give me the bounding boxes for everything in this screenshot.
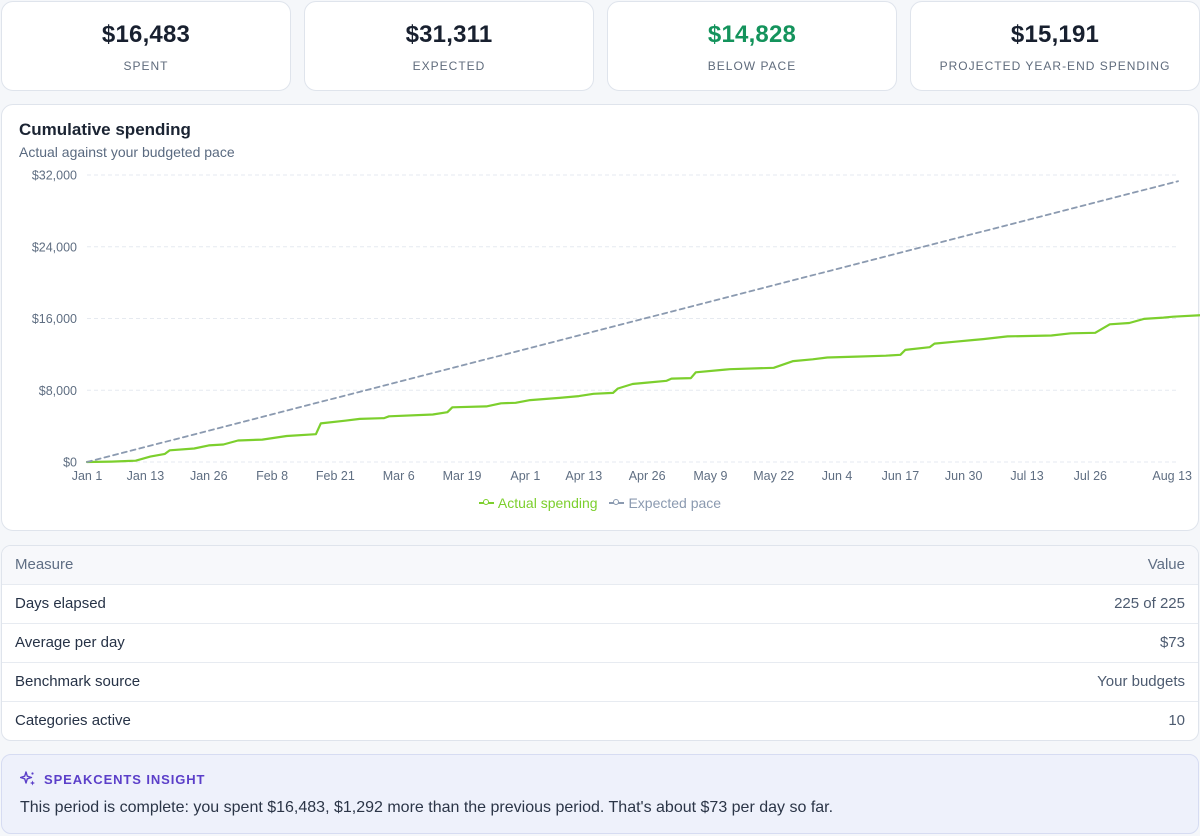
x-tick-label: Jul 26 [1074,469,1107,483]
x-tick-label: Apr 26 [629,469,666,483]
table-row: Categories active 10 [2,702,1198,740]
x-tick-label: Jun 17 [882,469,920,483]
legend-item-actual[interactable]: Actual spending [478,495,598,511]
y-tick-label: $0 [63,456,77,470]
legend-line-marker-icon [478,498,494,508]
x-tick-label: Jan 13 [127,469,165,483]
kpi-value: $15,191 [1010,21,1100,48]
kpi-card-projected: $15,191 Projected year-end spending [910,1,1200,91]
kpi-label: Spent [123,59,169,73]
x-tick-label: Feb 21 [316,469,355,483]
insight-heading: SpeakCents Insight [20,771,206,787]
insight-banner: SpeakCents Insight This period is comple… [1,754,1199,834]
measure-cell: Benchmark source [15,673,141,690]
value-cell: Your budgets [1097,673,1185,690]
expected-pace-line [86,180,1179,463]
legend-item-expected[interactable]: Expected pace [609,495,721,511]
kpi-card-spent: $16,483 Spent [1,1,291,91]
chart-title: Cumulative spending [19,120,191,139]
x-tick-label: Jun 30 [945,469,983,483]
x-tick-label: Feb 8 [256,469,288,483]
legend-line-marker-icon [609,498,625,508]
x-tick-label: Aug 13 [1152,469,1192,483]
column-header-value: Value [1147,556,1185,573]
sparkles-icon [20,771,35,786]
y-tick-label: $16,000 [32,312,77,326]
legend-label: Actual spending [497,495,598,511]
value-cell: 225 of 225 [1114,595,1185,612]
value-cell: $73 [1159,634,1185,651]
table-row: Benchmark source Your budgets [2,663,1198,702]
y-tick-label: $8,000 [39,384,77,398]
measure-cell: Average per day [15,634,125,651]
cumulative-spending-chart: $0 $8,000 $16,000 $24,000 $32,000 Jan 1 Jan 13… [32,169,1200,483]
x-tick-label: Mar 19 [443,469,482,483]
column-header-measure: Measure [15,556,74,573]
chart-subtitle: Actual against your budgeted pace [19,144,235,160]
y-tick-label: $32,000 [32,169,77,183]
kpi-value: $14,828 [707,21,797,48]
x-tick-label: Mar 6 [383,469,415,483]
insight-text: This period is complete: you spent $16,4… [20,799,834,816]
kpi-row: $16,483 Spent $31,311 Expected $14,828 B… [0,0,1200,92]
kpi-card-expected: $31,311 Expected [304,1,594,91]
x-tick-label: Apr 1 [510,469,540,483]
table-row: Average per day $73 [2,624,1198,663]
chart-card: Cumulative spending Actual against your … [1,104,1200,531]
legend-label: Expected pace [628,495,722,511]
x-tick-label: Apr 13 [565,469,602,483]
chart-legend: Actual spending Expected pace [2,495,1198,511]
measure-cell: Categories active [15,712,131,729]
kpi-value: $31,311 [405,21,493,48]
kpi-label: Projected year-end spending [939,59,1171,73]
x-tick-label: Jul 13 [1010,469,1043,483]
value-cell: 10 [1168,712,1185,729]
kpi-value: $16,483 [101,21,191,48]
x-tick-label: May 22 [753,469,794,483]
actual-spending-line [85,314,1200,464]
x-tick-label: Jan 26 [190,469,228,483]
x-tick-label: Jan 1 [72,469,103,483]
measures-table: Measure Value Days elapsed 225 of 225 Av… [1,545,1199,741]
kpi-label: Below pace [707,59,797,73]
y-tick-label: $24,000 [32,240,77,254]
x-tick-label: Jun 4 [822,469,853,483]
x-tick-label: May 9 [693,469,727,483]
kpi-label: Expected [412,59,486,73]
kpi-card-below-pace: $14,828 Below pace [607,1,897,91]
table-header-row: Measure Value [2,546,1198,585]
table-row: Days elapsed 225 of 225 [2,585,1198,624]
insight-heading-label: SpeakCents Insight [44,772,206,787]
measure-cell: Days elapsed [15,595,106,612]
